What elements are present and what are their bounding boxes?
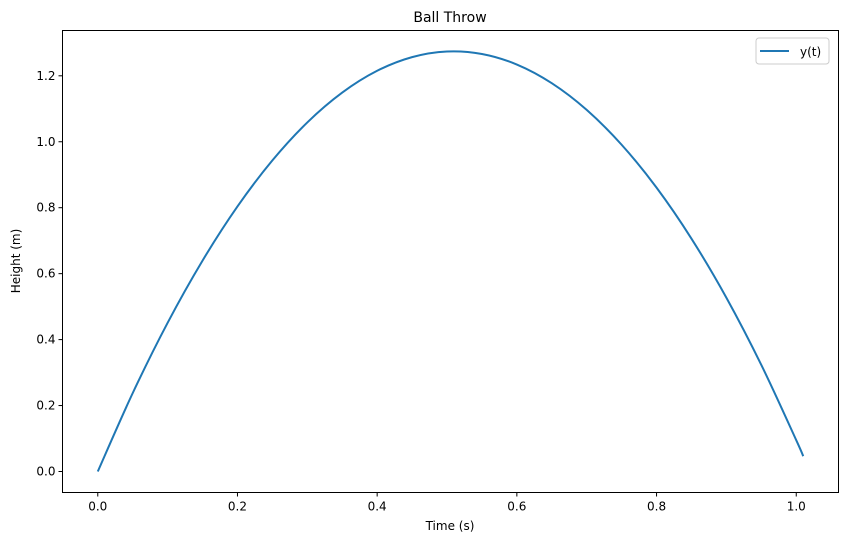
y-tick-label: 0.4 bbox=[36, 333, 55, 347]
y-tick-label: 1.0 bbox=[36, 135, 55, 149]
chart-title: Ball Throw bbox=[413, 10, 486, 26]
x-tick-label: 1.0 bbox=[787, 500, 806, 514]
y-axis-label: Height (m) bbox=[9, 229, 23, 294]
y-tick-label: 0.0 bbox=[36, 464, 55, 478]
y-tick-label: 0.8 bbox=[36, 201, 55, 215]
y-tick-label: 0.6 bbox=[36, 267, 55, 281]
x-tick-label: 0.8 bbox=[647, 500, 666, 514]
legend-label-y-t: y(t) bbox=[800, 45, 821, 59]
x-tick-label: 0.6 bbox=[507, 500, 526, 514]
legend-box bbox=[755, 37, 830, 65]
legend: y(t) bbox=[755, 37, 830, 65]
x-tick-label: 0.2 bbox=[228, 500, 247, 514]
y-tick-label: 1.2 bbox=[36, 69, 55, 83]
series-line-y-t bbox=[96, 50, 805, 472]
plot-area-frame bbox=[62, 30, 839, 493]
x-tick-label: 0.0 bbox=[88, 500, 107, 514]
x-tick-label: 0.4 bbox=[368, 500, 387, 514]
x-axis-label: Time (s) bbox=[425, 519, 475, 533]
y-tick-label: 0.2 bbox=[36, 399, 55, 413]
